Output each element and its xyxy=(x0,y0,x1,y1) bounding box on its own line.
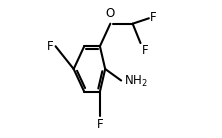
Text: O: O xyxy=(106,7,115,20)
Text: NH$_2$: NH$_2$ xyxy=(124,74,148,89)
Text: F: F xyxy=(47,40,54,53)
Text: F: F xyxy=(97,118,103,131)
Text: F: F xyxy=(142,44,149,57)
Text: F: F xyxy=(150,11,157,24)
